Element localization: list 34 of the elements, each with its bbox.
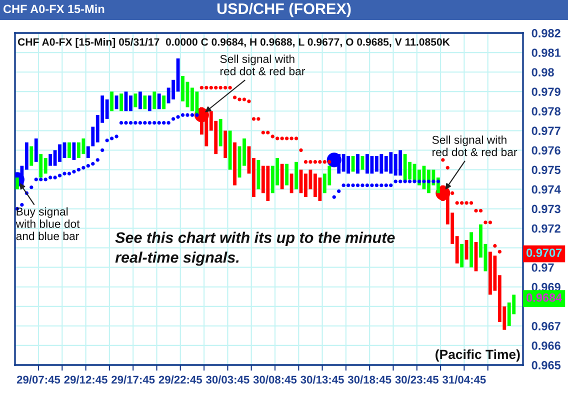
y-tick-label: 0.966 [532, 342, 560, 350]
x-tick-label: 30/03:45 [206, 375, 250, 384]
text: 0.9707 [526, 248, 562, 257]
x-tick-label: 30/13:45 [300, 375, 344, 384]
annotation: See this chart with its up to the minute real-time signals. [115, 232, 395, 266]
y-tick-label: 0.976 [532, 146, 560, 155]
y-tick-label: 0.982 [532, 29, 560, 38]
y-tick-label: 0.981 [532, 48, 561, 57]
annotation: Sell signal with red dot & red bar [220, 54, 306, 76]
y-tick-label: 0.965 [532, 361, 561, 370]
x-tick-label: 29/22:45 [158, 375, 202, 384]
x-tick-label: 30/08:45 [253, 375, 297, 384]
y-tick-label: 0.973 [532, 204, 560, 214]
y-tick-label: 0.978 [532, 107, 561, 116]
chart-subtitle: CHF A0-FX [15-Min] 05/31/17 0.0000 C 0.9684, H 0.9688, L 0.9677, O 0.9685, V 11.0850K [18, 38, 450, 48]
x-tick-label: 30/23:45 [395, 375, 439, 384]
x-tick-label: 29/12:45 [64, 375, 108, 384]
x-tick-label: 31/04:45 [442, 375, 486, 384]
y-tick-label: 0.967 [532, 322, 560, 330]
y-tick-label: 0.977 [532, 126, 560, 136]
x-tick-label: 30/18:45 [348, 375, 392, 384]
annotation: Sell signal with red dot & red bar [432, 136, 518, 156]
x-tick-label: 29/17:45 [112, 375, 155, 384]
y-tick-label: 0.98 [532, 68, 554, 76]
y-tick-label: 0.979 [532, 88, 560, 96]
annotation: (Pacific Time) [436, 349, 520, 362]
y-tick-label: 0.975 [532, 166, 561, 174]
text: 0.9684 [526, 293, 562, 302]
y-tick-label: 0.97 [532, 263, 554, 272]
x-tick-label: 29/07:45 [16, 375, 60, 384]
y-tick-label: 0.972 [532, 224, 560, 233]
text: CHF A0-FX 15-Min [3, 4, 104, 14]
chart-title: USD/CHF (FOREX) [217, 2, 351, 18]
y-tick-label: 0.974 [532, 185, 561, 194]
